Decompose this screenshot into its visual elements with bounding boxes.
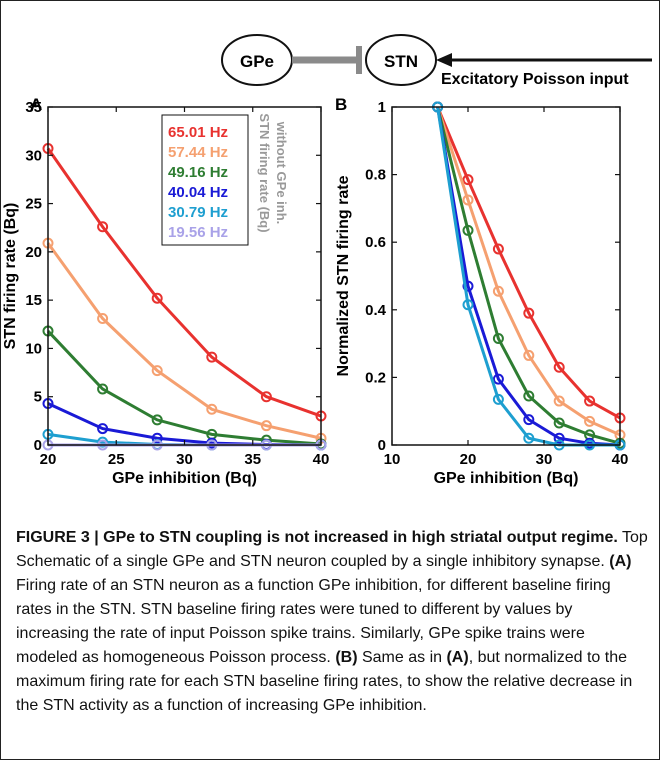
caption-ref-a-2: (A) <box>446 649 469 666</box>
chart-panel-b: B 0 0.2 0.4 0.6 0.8 1 10 20 30 40 GPe inhibition (… <box>335 95 629 487</box>
data-point <box>584 415 596 427</box>
data-point <box>492 373 504 385</box>
data-point <box>553 417 565 429</box>
caption-text-1: Top Schematic of a single GPe and STN ne… <box>16 529 648 570</box>
series-line <box>46 242 322 440</box>
y-tick-label: 0 <box>378 437 386 454</box>
y-tick-label: 10 <box>25 340 42 357</box>
data-point <box>206 351 218 363</box>
y-tick-label: 5 <box>34 389 42 406</box>
data-point <box>553 432 565 444</box>
x-tick-label: 20 <box>460 451 477 468</box>
chart-panel-a: A 0 5 10 15 20 25 30 35 20 25 30 35 40 GPe inhibition… <box>2 95 330 487</box>
data-point <box>462 280 474 292</box>
data-point <box>151 365 163 377</box>
panel-b-letter: B <box>335 95 347 114</box>
x-tick-label: 35 <box>244 451 261 468</box>
y-tick-label: 15 <box>25 292 42 309</box>
legend-entry: 19.56 Hz <box>168 224 228 241</box>
series-line <box>46 147 322 418</box>
axes-box <box>391 106 621 446</box>
caption-ref-b: (B) <box>335 649 358 666</box>
data-point <box>492 393 504 405</box>
data-point <box>462 194 474 206</box>
legend-entry: 40.04 Hz <box>168 184 228 201</box>
data-point <box>523 414 535 426</box>
data-point <box>553 395 565 407</box>
x-axis-label: GPe inhibition (Bq) <box>434 470 579 487</box>
data-point <box>523 390 535 402</box>
legend-entry: 57.44 Hz <box>168 144 228 161</box>
data-point <box>97 423 109 435</box>
caption-ref-a: (A) <box>609 553 632 570</box>
x-tick-label: 40 <box>313 451 330 468</box>
data-point <box>97 312 109 324</box>
series-line <box>436 106 621 445</box>
series-line <box>436 106 621 437</box>
y-tick-label: 35 <box>25 99 42 116</box>
x-tick-label: 30 <box>176 451 193 468</box>
data-point <box>260 391 272 403</box>
caption-text-4: , but normalized to the maximum firing r… <box>16 649 633 714</box>
data-point <box>151 414 163 426</box>
caption-title: FIGURE 3 | GPe to STN coupling is not in… <box>16 529 618 546</box>
legend-entry: 49.16 Hz <box>168 164 228 181</box>
y-tick-label: 0 <box>34 437 42 454</box>
x-tick-label: 20 <box>40 451 57 468</box>
figure-caption: FIGURE 3 | GPe to STN coupling is not in… <box>16 526 648 718</box>
x-tick-label: 10 <box>384 451 401 468</box>
legend-box <box>161 114 249 246</box>
series-line <box>436 106 621 447</box>
data-point <box>260 420 272 432</box>
data-point <box>492 285 504 297</box>
data-point <box>523 307 535 319</box>
y-tick-label: 1 <box>378 99 386 116</box>
x-tick-label: 25 <box>108 451 125 468</box>
data-point <box>462 224 474 236</box>
caption-text-2: Firing rate of an STN neuron as a functi… <box>16 577 611 666</box>
data-point <box>97 221 109 233</box>
data-point <box>492 333 504 345</box>
panel-a-letter: A <box>30 95 42 114</box>
data-point <box>151 432 163 444</box>
y-tick-label: 0.8 <box>365 167 386 184</box>
y-tick-label: 20 <box>25 244 42 261</box>
data-point <box>462 174 474 186</box>
data-point <box>97 383 109 395</box>
legend-rotated-label: STN firing rate (Bq) <box>257 113 272 232</box>
x-tick-label: 40 <box>612 451 629 468</box>
y-axis-label: Normalized STN firing rate <box>335 175 352 376</box>
legend-entry: 65.01 Hz <box>168 124 228 141</box>
caption-text-3: Same as in <box>357 649 447 666</box>
input-label: Excitatory Poisson input <box>441 71 629 88</box>
data-point <box>584 395 596 407</box>
x-axis-label: GPe inhibition (Bq) <box>112 470 257 487</box>
data-point <box>553 361 565 373</box>
series-line <box>46 330 322 446</box>
data-point <box>206 403 218 415</box>
y-axis-label: STN firing rate (Bq) <box>2 203 19 350</box>
y-tick-label: 0.2 <box>365 369 386 386</box>
y-tick-label: 0.4 <box>365 302 387 319</box>
stn-label: STN <box>384 52 418 71</box>
data-point <box>492 243 504 255</box>
legend-entry: 30.79 Hz <box>168 204 228 221</box>
gpe-label: GPe <box>240 52 274 71</box>
data-point <box>523 349 535 361</box>
y-tick-label: 0.6 <box>365 234 386 251</box>
y-tick-label: 25 <box>25 196 42 213</box>
legend-rotated-label: without GPe inh. <box>274 121 289 225</box>
data-point <box>151 292 163 304</box>
data-point <box>462 299 474 311</box>
input-arrow-head <box>436 53 452 67</box>
y-tick-label: 30 <box>25 147 42 164</box>
x-tick-label: 30 <box>536 451 553 468</box>
series-line <box>436 106 621 420</box>
schematic-diagram: GPe STN Excitatory Poisson input <box>221 34 652 88</box>
data-point <box>523 432 535 444</box>
